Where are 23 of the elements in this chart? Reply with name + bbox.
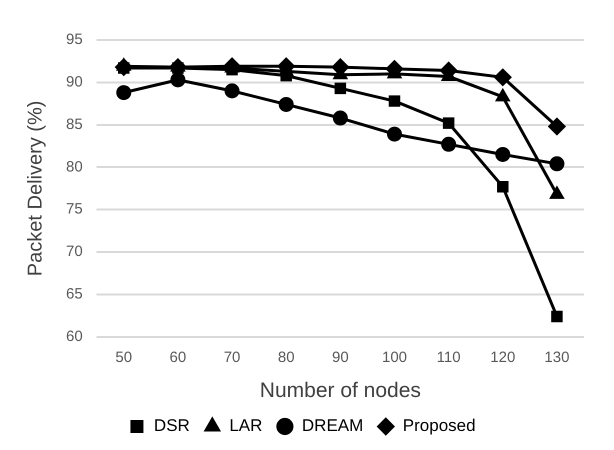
x-tick-label: 80 — [278, 348, 295, 366]
x-tick-label: 110 — [436, 348, 461, 366]
x-tick-label: 100 — [382, 348, 408, 366]
x-tick-label: 120 — [490, 348, 516, 366]
x-axis-title: Number of nodes — [260, 379, 421, 402]
x-tick-label: 60 — [170, 348, 186, 366]
y-tick-label: 80 — [66, 158, 83, 176]
y-axis-title: Packet Delivery (%) — [24, 100, 47, 276]
legend-label: DSR — [154, 416, 190, 436]
x-tick-label: 70 — [224, 348, 240, 366]
legend-label: Proposed — [402, 416, 476, 436]
y-tick-label: 60 — [66, 328, 83, 345]
x-tick-label: 90 — [332, 348, 349, 366]
y-tick-label: 75 — [66, 200, 83, 218]
y-tick-label: 85 — [66, 116, 83, 133]
x-tick-label: 50 — [115, 348, 132, 366]
x-tick-label: 130 — [544, 348, 570, 366]
y-tick-label: 95 — [66, 31, 83, 48]
legend-label: DREAM — [302, 416, 364, 436]
y-tick-label: 90 — [66, 74, 83, 91]
y-tick-label: 70 — [66, 243, 83, 260]
y-tick-label: 65 — [66, 286, 83, 303]
legend-label: LAR — [229, 416, 262, 436]
